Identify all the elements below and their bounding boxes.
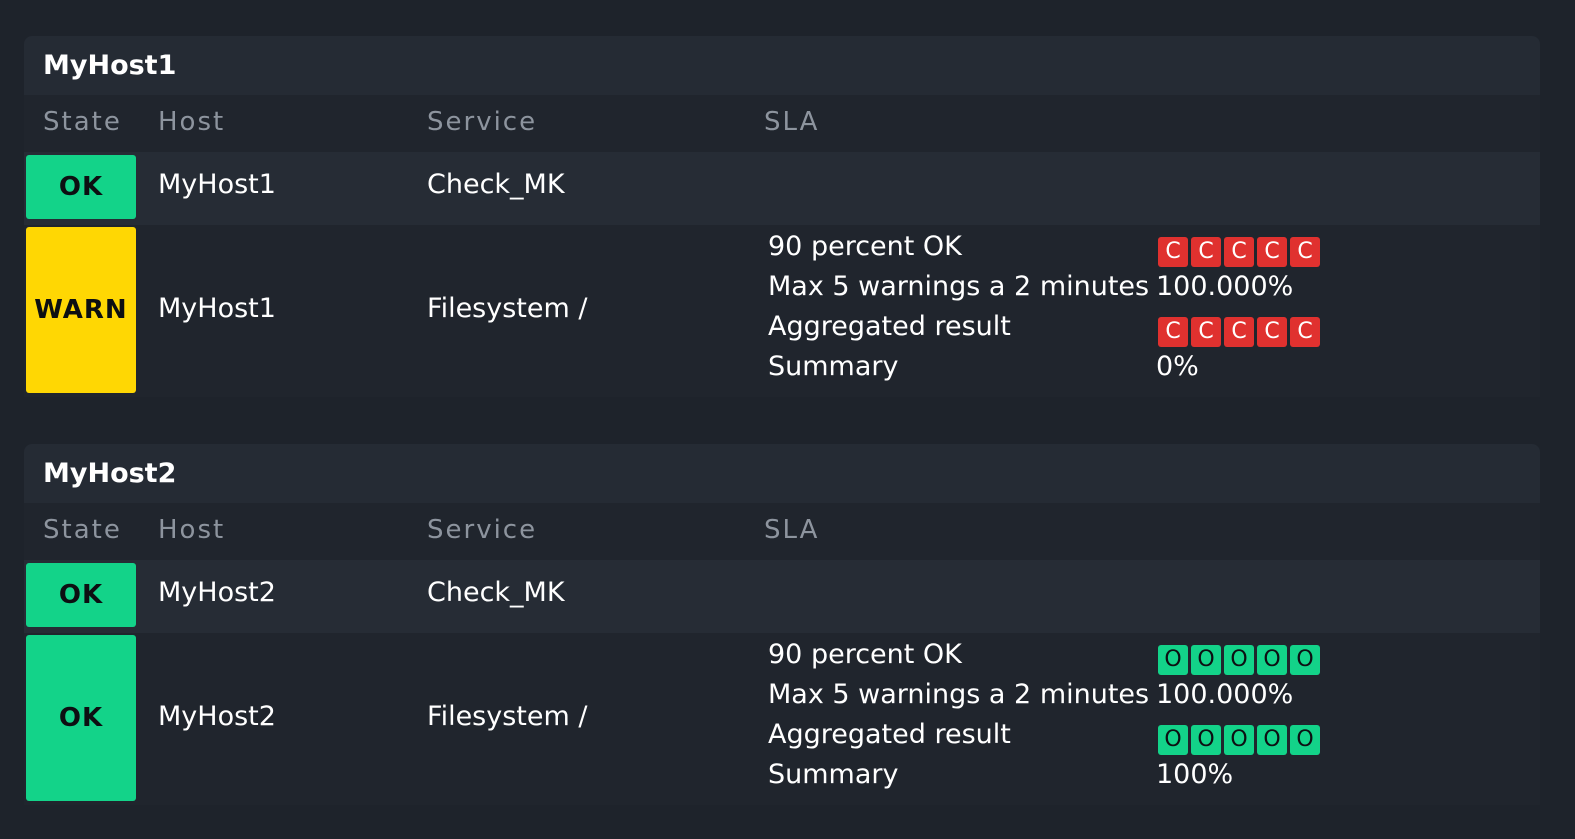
service-link[interactable]: Filesystem /	[427, 293, 588, 324]
sla-timeline: C C C C C	[1158, 237, 1320, 267]
sla-period-box[interactable]: C	[1158, 317, 1188, 347]
host-link[interactable]: MyHost2	[158, 577, 276, 608]
sla-period-box[interactable]: C	[1257, 317, 1287, 347]
column-header-sla[interactable]: SLA	[764, 107, 820, 137]
service-link[interactable]: Check_MK	[427, 169, 565, 200]
table-row: WARN MyHost1 Filesystem / 90 percent OK …	[24, 225, 1540, 397]
table-row: OK MyHost1 Check_MK	[24, 152, 1540, 225]
sla-label: Summary	[768, 351, 899, 382]
sla-period-box[interactable]: O	[1224, 645, 1254, 675]
sla-period-box[interactable]: C	[1290, 317, 1320, 347]
sla-period-box[interactable]: O	[1290, 725, 1320, 755]
sla-value: 100%	[1156, 759, 1234, 790]
sla-label: Aggregated result	[768, 719, 1011, 750]
sla-period-box[interactable]: C	[1290, 237, 1320, 267]
sla-period-box[interactable]: O	[1191, 725, 1221, 755]
sla-period-box[interactable]: O	[1257, 725, 1287, 755]
table-row: OK MyHost2 Filesystem / 90 percent OK O …	[24, 633, 1540, 805]
column-header-state[interactable]: State	[43, 515, 122, 545]
column-header-state[interactable]: State	[43, 107, 122, 137]
sla-period-box[interactable]: C	[1224, 237, 1254, 267]
column-header-host[interactable]: Host	[158, 107, 226, 137]
state-badge: OK	[26, 155, 136, 219]
group-title: MyHost2	[24, 444, 1540, 503]
sla-value: 0%	[1156, 351, 1199, 382]
sla-period-box[interactable]: O	[1191, 645, 1221, 675]
sla-timeline: O O O O O	[1158, 725, 1320, 755]
sla-value: 100.000%	[1156, 679, 1294, 710]
group-title: MyHost1	[24, 36, 1540, 95]
column-header-row: State Host Service SLA	[24, 95, 1540, 152]
table-row: OK MyHost2 Check_MK	[24, 560, 1540, 633]
sla-timeline: O O O O O	[1158, 645, 1320, 675]
service-link[interactable]: Filesystem /	[427, 701, 588, 732]
sla-period-box[interactable]: C	[1257, 237, 1287, 267]
sla-label: Aggregated result	[768, 311, 1011, 342]
sla-period-box[interactable]: O	[1158, 645, 1188, 675]
column-header-service[interactable]: Service	[427, 107, 538, 137]
state-badge: OK	[26, 563, 136, 627]
sla-label: Max 5 warnings a 2 minutes	[768, 271, 1150, 302]
sla-period-box[interactable]: O	[1257, 645, 1287, 675]
host-link[interactable]: MyHost1	[158, 293, 276, 324]
state-badge: WARN	[26, 227, 136, 393]
sla-value: 100.000%	[1156, 271, 1294, 302]
host-group-myhost1: MyHost1 State Host Service SLA OK MyHost…	[24, 36, 1540, 397]
column-header-row: State Host Service SLA	[24, 503, 1540, 560]
sla-period-box[interactable]: C	[1158, 237, 1188, 267]
sla-period-box[interactable]: C	[1224, 317, 1254, 347]
column-header-service[interactable]: Service	[427, 515, 538, 545]
sla-period-box[interactable]: O	[1224, 725, 1254, 755]
sla-label: Summary	[768, 759, 899, 790]
sla-label: Max 5 warnings a 2 minutes	[768, 679, 1150, 710]
state-badge: OK	[26, 635, 136, 801]
host-group-myhost2: MyHost2 State Host Service SLA OK MyHost…	[24, 444, 1540, 805]
service-link[interactable]: Check_MK	[427, 577, 565, 608]
sla-label: 90 percent OK	[768, 639, 962, 670]
sla-period-box[interactable]: O	[1290, 645, 1320, 675]
sla-period-box[interactable]: C	[1191, 317, 1221, 347]
sla-period-box[interactable]: C	[1191, 237, 1221, 267]
sla-timeline: C C C C C	[1158, 317, 1320, 347]
host-link[interactable]: MyHost1	[158, 169, 276, 200]
sla-period-box[interactable]: O	[1158, 725, 1188, 755]
host-link[interactable]: MyHost2	[158, 701, 276, 732]
sla-label: 90 percent OK	[768, 231, 962, 262]
column-header-host[interactable]: Host	[158, 515, 226, 545]
column-header-sla[interactable]: SLA	[764, 515, 820, 545]
